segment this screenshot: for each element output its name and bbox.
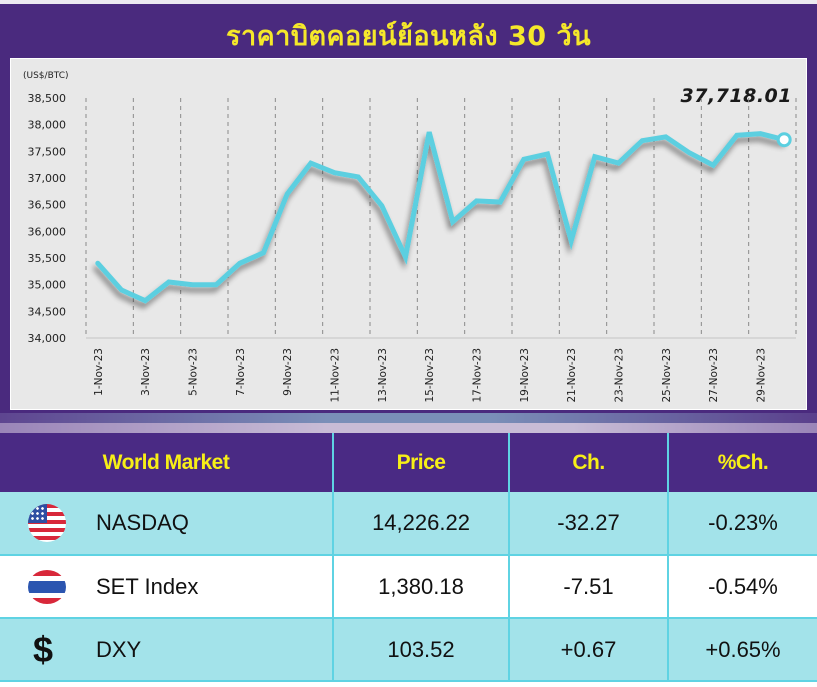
market-name-cell: $ DXY <box>0 618 334 682</box>
y-tick-label: 36,500 <box>28 199 67 212</box>
price-line <box>95 131 787 304</box>
pct-change-cell: +0.65% <box>668 618 817 682</box>
header-change: Ch. <box>509 433 669 492</box>
table-row: SET Index 1,380.18 -7.51 -0.54% <box>0 555 817 619</box>
price-cell: 103.52 <box>333 618 510 682</box>
y-tick-label: 38,000 <box>28 119 67 132</box>
us-flag-icon <box>28 504 66 542</box>
change-cell: -7.51 <box>509 555 669 619</box>
header-pct-change: %Ch. <box>668 433 817 492</box>
pct-change-cell: -0.23% <box>668 492 817 556</box>
y-tick-label: 35,000 <box>28 279 67 292</box>
y-tick-label: 36,000 <box>28 225 67 238</box>
market-name-cell: SET Index <box>0 555 334 619</box>
y-tick-label: 35,500 <box>28 252 67 265</box>
x-tick-label: 15-Nov-23 <box>424 348 436 403</box>
last-value-annotation: 37,718.01 <box>680 85 792 107</box>
x-tick-label: 17-Nov-23 <box>472 348 484 403</box>
pct-change-cell: -0.54% <box>668 555 817 619</box>
y-tick-label: 37,000 <box>28 172 67 185</box>
market-name: DXY <box>96 636 142 662</box>
change-cell: -32.27 <box>509 492 669 556</box>
x-tick-label: 27-Nov-23 <box>708 348 720 403</box>
dollar-icon: $ <box>33 628 54 670</box>
x-tick-label: 9-Nov-23 <box>282 348 294 396</box>
x-tick-label: 3-Nov-23 <box>140 348 152 396</box>
y-axis-unit-label: (US$/BTC) <box>23 71 69 81</box>
x-tick-label: 23-Nov-23 <box>614 348 626 403</box>
y-tick-label: 38,500 <box>28 92 67 105</box>
page-title: ราคาบิตคอยน์ย้อนหลัง 30 วัน <box>225 21 592 52</box>
y-tick-label: 34,500 <box>28 305 67 318</box>
table-row: NASDAQ 14,226.22 -32.27 -0.23% <box>0 492 817 556</box>
line-chart-svg: 34,000 34,500 35,000 35,500 36,000 36,500 37,0… <box>28 92 797 403</box>
change-cell: +0.67 <box>509 618 669 682</box>
x-tick-label: 19-Nov-23 <box>519 348 531 403</box>
table-row: $ DXY 103.52 +0.67 +0.65% <box>0 618 817 682</box>
price-cell: 14,226.22 <box>333 492 510 556</box>
btc-price-chart: (US$/BTC) 37,718.01 34,000 34,500 35,000 35… <box>10 58 807 410</box>
top-band <box>0 0 817 4</box>
table-header-row: World Market Price Ch. %Ch. <box>0 433 817 492</box>
market-name: SET Index <box>96 573 199 599</box>
price-cell: 1,380.18 <box>333 555 510 619</box>
market-name: NASDAQ <box>96 510 189 535</box>
x-tick-label: 25-Nov-23 <box>661 348 673 403</box>
thai-flag-icon <box>28 569 66 604</box>
header-price: Price <box>333 433 510 492</box>
x-tick-label: 7-Nov-23 <box>235 348 247 396</box>
market-name-cell: NASDAQ <box>0 492 334 556</box>
divider-band <box>0 413 817 433</box>
y-tick-label: 37,500 <box>28 145 67 158</box>
x-tick-label: 29-Nov-23 <box>756 348 768 403</box>
x-tick-label: 21-Nov-23 <box>566 348 578 403</box>
x-tick-label: 1-Nov-23 <box>93 348 105 396</box>
world-market-table: World Market Price Ch. %Ch. NASDAQ 14,22… <box>0 433 817 682</box>
last-point-marker <box>776 132 792 148</box>
y-tick-label: 34,000 <box>28 332 67 345</box>
x-tick-label: 5-Nov-23 <box>188 348 200 396</box>
x-tick-label: 13-Nov-23 <box>377 348 389 403</box>
header-world-market: World Market <box>0 433 334 492</box>
x-tick-label: 11-Nov-23 <box>330 348 342 403</box>
